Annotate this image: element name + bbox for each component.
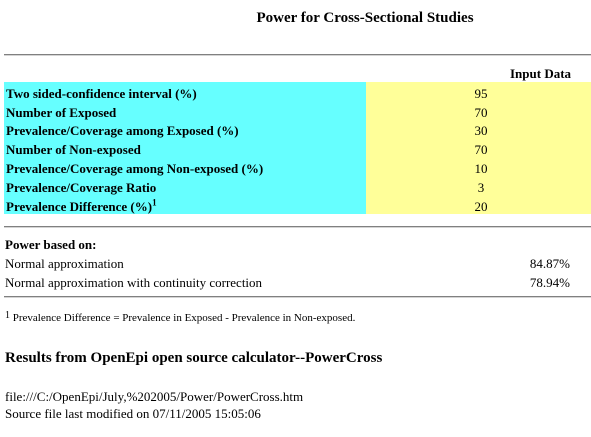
param-value-prevalence-exposed: 30 <box>366 119 591 139</box>
param-value-prevalence-non-exposed: 10 <box>366 157 591 176</box>
table-row: Two sided-confidence interval (%) 95 <box>4 82 591 101</box>
footnote: 1 Prevalence Difference = Prevalence in … <box>5 311 355 325</box>
power-label-normal: Normal approximation <box>5 256 124 271</box>
input-parameters-table: Two sided-confidence interval (%) 95 Num… <box>4 82 591 214</box>
footnote-marker: 1 <box>5 310 10 321</box>
table-row: Prevalence/Coverage Ratio 3 <box>4 175 591 195</box>
file-path: file:///C:/OpenEpi/July,%202005/Power/Po… <box>5 389 304 404</box>
param-label-text: Prevalence Difference (%) <box>6 198 153 214</box>
param-label-prevalence-difference: Prevalence Difference (%)1 <box>4 194 366 214</box>
results-heading: Results from OpenEpi open source calcula… <box>5 350 383 366</box>
power-value-continuity: 78.94% <box>529 275 570 290</box>
param-label-prevalence-exposed: Prevalence/Coverage among Exposed (%) <box>4 119 366 139</box>
param-value-number-exposed: 70 <box>366 100 591 120</box>
last-modified: Source file last modified on 07/11/2005 … <box>5 406 261 421</box>
power-value-normal: 84.87% <box>529 256 570 271</box>
table-row: Prevalence/Coverage among Exposed (%) 30 <box>4 119 591 139</box>
input-data-header: Input Data <box>510 66 572 81</box>
page-title: Power for Cross-Sectional Studies <box>256 10 474 26</box>
top-divider <box>4 54 591 56</box>
table-row: Number of Non-exposed 70 <box>4 138 591 158</box>
table-row: Prevalence/Coverage among Non-exposed (%… <box>4 157 591 176</box>
param-label-prevalence-non-exposed: Prevalence/Coverage among Non-exposed (%… <box>4 157 366 176</box>
param-value-confidence-interval: 95 <box>366 82 591 101</box>
param-value-number-non-exposed: 70 <box>366 138 591 158</box>
table-row: Prevalence Difference (%)1 20 <box>4 194 591 214</box>
footnote-ref-marker: 1 <box>152 197 157 208</box>
param-label-confidence-interval: Two sided-confidence interval (%) <box>4 82 366 101</box>
power-label-continuity: Normal approximation with continuity cor… <box>5 275 263 290</box>
param-label-number-exposed: Number of Exposed <box>4 100 366 120</box>
param-value-prevalence-ratio: 3 <box>366 175 591 195</box>
middle-divider <box>4 226 591 228</box>
param-label-prevalence-ratio: Prevalence/Coverage Ratio <box>4 175 366 195</box>
table-row: Number of Exposed 70 <box>4 100 591 120</box>
power-heading: Power based on: <box>5 237 97 252</box>
param-label-number-non-exposed: Number of Non-exposed <box>4 138 366 158</box>
param-value-prevalence-difference: 20 <box>366 194 591 214</box>
lower-divider <box>4 296 591 298</box>
footnote-text: Prevalence Difference = Prevalence in Ex… <box>10 312 356 324</box>
